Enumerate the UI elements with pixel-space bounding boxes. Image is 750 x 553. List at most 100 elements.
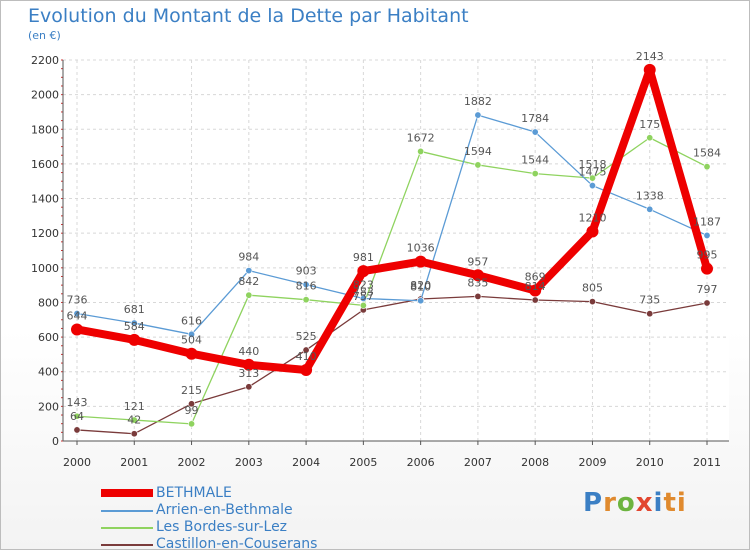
x-tick-label: 2002 — [178, 456, 206, 469]
data-point — [71, 323, 83, 336]
data-label: 869 — [525, 271, 546, 284]
data-label: 644 — [67, 309, 88, 322]
x-tick-label: 2008 — [521, 456, 549, 469]
x-tick-label: 2001 — [120, 456, 148, 469]
y-tick-label: 0 — [52, 435, 59, 448]
data-point — [300, 363, 313, 376]
data-label: 175 — [639, 118, 660, 131]
x-tick-label: 2004 — [292, 456, 320, 469]
data-point — [474, 292, 482, 300]
series-line-0 — [76, 65, 711, 374]
x-tick-label: 2006 — [407, 456, 435, 469]
y-tick-label: 800 — [38, 296, 59, 309]
plot-area — [63, 60, 729, 441]
data-label: 1187 — [693, 215, 721, 228]
y-tick-label: 1200 — [31, 227, 59, 240]
data-label: 1338 — [636, 189, 664, 202]
data-label: 681 — [124, 303, 145, 316]
legend-label: Castillon-en-Couserans — [156, 536, 318, 552]
data-label: 835 — [467, 276, 488, 289]
data-label: 735 — [639, 294, 660, 307]
data-point — [245, 291, 253, 299]
x-tick-label: 2000 — [63, 456, 91, 469]
data-label: 525 — [296, 330, 317, 343]
legend-label: Arrien-en-Bethmale — [156, 502, 293, 518]
data-point — [643, 63, 656, 76]
data-label: 504 — [181, 334, 202, 347]
data-point — [588, 174, 596, 182]
data-point — [529, 284, 542, 297]
y-tick-label: 400 — [38, 366, 59, 379]
data-point — [130, 430, 138, 438]
data-label: 783 — [353, 285, 374, 298]
data-label: 1594 — [464, 145, 492, 158]
data-point — [128, 333, 141, 346]
data-label: 805 — [582, 282, 603, 295]
data-label: 1784 — [521, 112, 549, 125]
data-point — [531, 170, 539, 178]
legend-swatch — [101, 544, 153, 546]
data-point — [245, 267, 253, 275]
data-point — [242, 358, 255, 371]
data-label: 1475 — [578, 166, 606, 179]
data-label: 984 — [238, 251, 259, 264]
data-point — [474, 111, 482, 119]
data-label: 584 — [124, 320, 145, 333]
data-point — [703, 231, 711, 239]
data-label: 1210 — [578, 211, 606, 224]
data-label: 616 — [181, 314, 202, 327]
data-label: 842 — [238, 275, 259, 288]
chart-title: Evolution du Montant de la Dette par Hab… — [28, 5, 469, 27]
data-label: 410 — [296, 350, 317, 363]
data-label: 42 — [127, 414, 141, 427]
data-point — [531, 296, 539, 304]
data-label: 440 — [238, 345, 259, 358]
data-label: 995 — [697, 249, 718, 262]
data-label: 215 — [181, 384, 202, 397]
x-tick-label: 2009 — [578, 456, 606, 469]
proxiti-logo: Proxiti — [583, 488, 687, 518]
series-line-2 — [76, 137, 708, 425]
data-label: 2143 — [636, 50, 664, 63]
y-tick-label: 1600 — [31, 158, 59, 171]
data-point — [185, 347, 198, 360]
data-label: 1882 — [464, 95, 492, 108]
data-point — [588, 298, 596, 306]
x-tick-label: 2003 — [235, 456, 263, 469]
data-label: 797 — [697, 283, 718, 296]
data-label: 1584 — [693, 147, 721, 160]
data-point — [703, 299, 711, 307]
x-tick-label: 2011 — [693, 456, 721, 469]
data-point — [357, 265, 370, 278]
data-point — [302, 281, 310, 289]
data-label: 816 — [296, 280, 317, 293]
legend-swatch — [101, 527, 153, 529]
y-tick-label: 600 — [38, 331, 59, 344]
data-label: 99 — [185, 404, 199, 417]
data-point — [701, 262, 713, 275]
data-label: 1544 — [521, 154, 549, 167]
y-tick-label: 2200 — [31, 54, 59, 67]
data-point — [130, 416, 138, 424]
x-tick-label: 2005 — [349, 456, 377, 469]
series-line-3 — [76, 295, 708, 435]
data-label: 820 — [410, 279, 431, 292]
legend-label: Les Bordes-sur-Lez — [156, 519, 288, 535]
data-point — [130, 319, 138, 327]
data-label: 313 — [238, 367, 259, 380]
data-point — [471, 269, 484, 282]
data-point — [414, 255, 427, 268]
data-point — [302, 346, 310, 354]
data-point — [531, 128, 539, 136]
data-label: 810 — [410, 281, 431, 294]
legend-swatch — [101, 510, 153, 512]
data-label: 814 — [525, 280, 546, 293]
y-tick-label: 2000 — [31, 89, 59, 102]
legend-label: BETHMALE — [156, 485, 232, 501]
y-tick-label: 1800 — [31, 123, 59, 136]
data-point — [359, 294, 367, 302]
data-point — [646, 205, 654, 213]
series-line-1 — [76, 114, 708, 335]
data-point — [588, 182, 596, 190]
